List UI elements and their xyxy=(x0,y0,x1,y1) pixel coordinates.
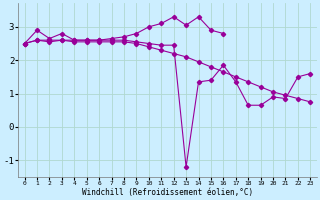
X-axis label: Windchill (Refroidissement éolien,°C): Windchill (Refroidissement éolien,°C) xyxy=(82,188,253,197)
